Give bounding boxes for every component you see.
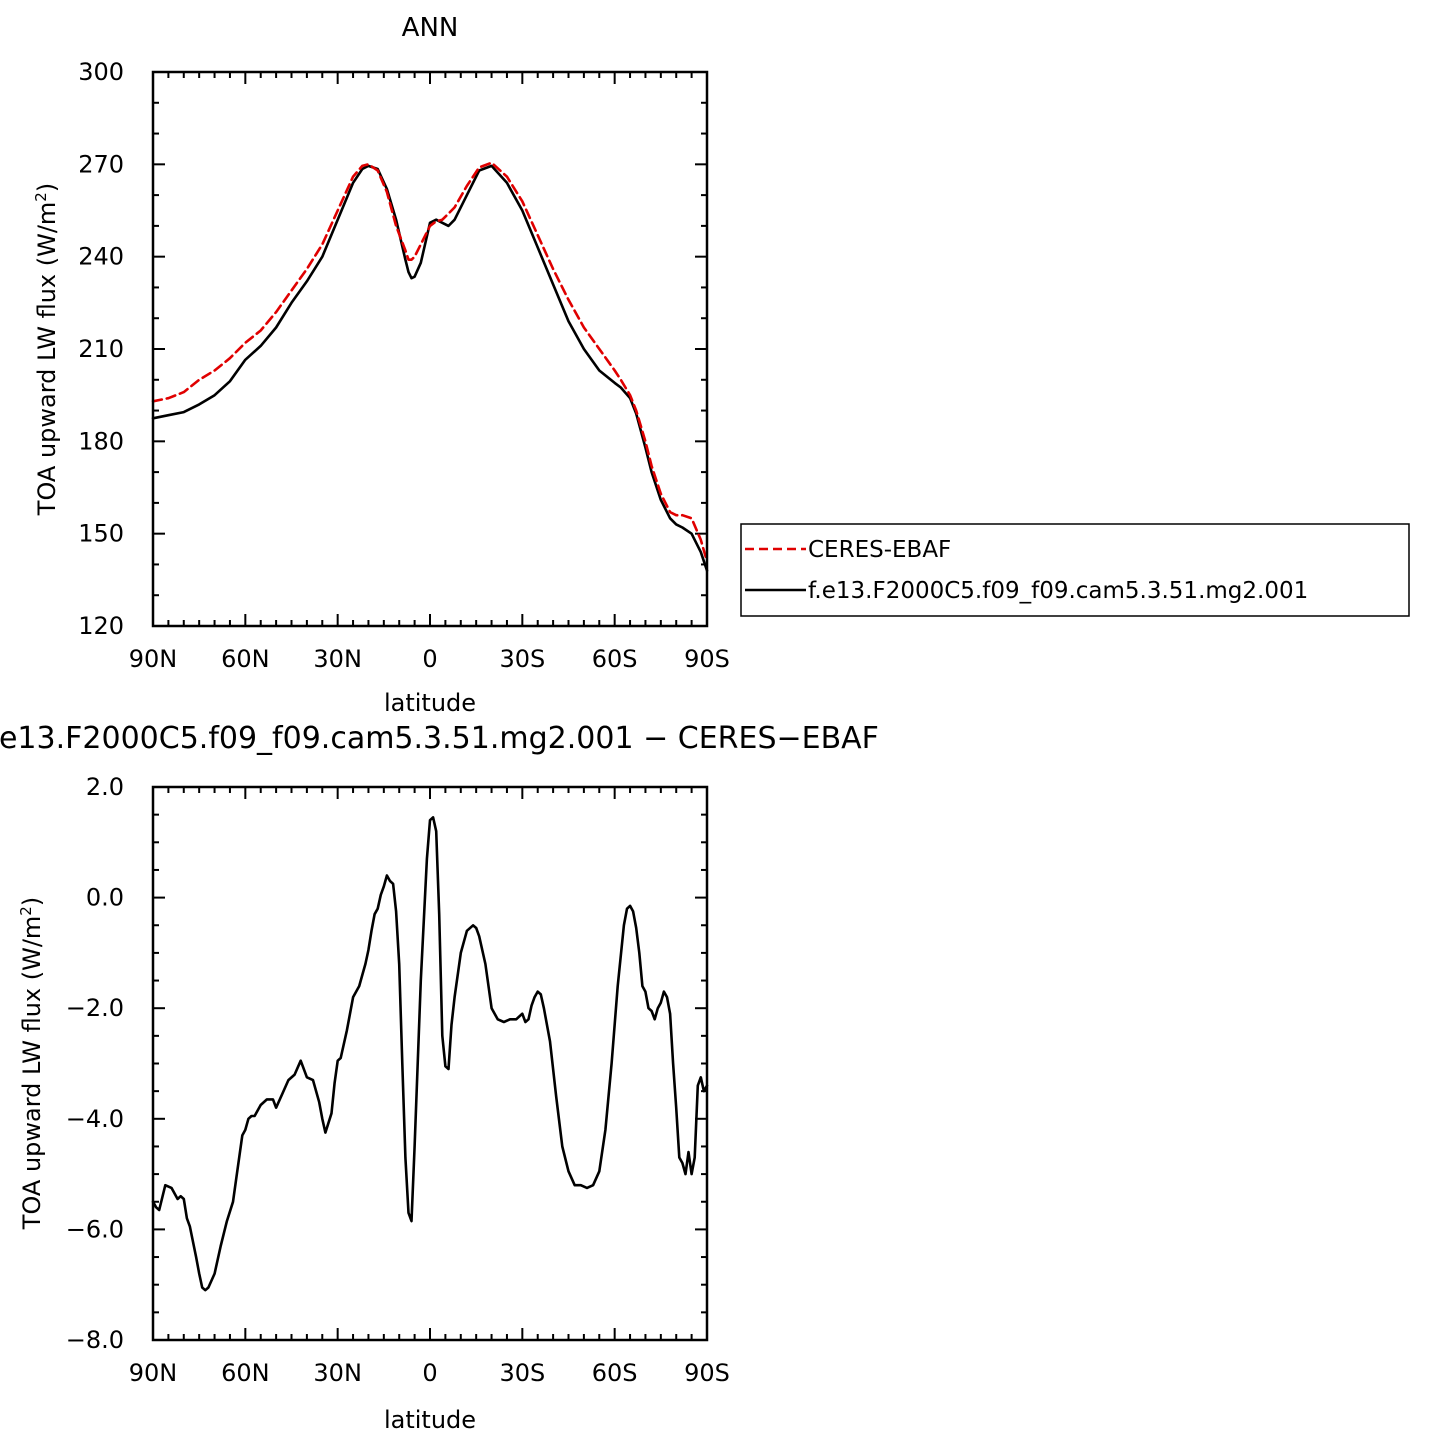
top-y-label-close: ) [33,183,61,192]
top-y-label-sup: 2 [32,192,50,202]
top-y-tick-label: 150 [78,520,124,548]
top-y-tick-label: 270 [78,150,124,178]
bottom-x-tick-label: 30N [313,1359,362,1387]
bottom-x-tick-label: 30S [499,1359,545,1387]
bottom-x-tick-label: 60N [221,1359,270,1387]
bottom-x-tick-label: 90N [129,1359,178,1387]
bottom-y-tick-label: −8.0 [66,1326,124,1354]
top-panel: ANN 90N 60N 30N 0 30S 60S 90S 120 150 180 210 240 27… [32,13,1410,717]
top-x-tick-label: 60N [221,645,270,673]
legend-label-ceres: CERES-EBAF [808,537,951,563]
bottom-y-label-sup: 2 [17,906,35,916]
bottom-y-label-close: ) [18,897,46,906]
bottom-x-tick-label: 0 [422,1359,437,1387]
legend-label-model: f.e13.F2000C5.f09_f09.cam5.3.51.mg2.001 [808,578,1308,604]
top-x-tick-label: 30N [313,645,362,673]
legend-box [740,523,1410,617]
top-x-tick-label: 30S [499,645,545,673]
bottom-y-tick-label: 2.0 [86,773,124,801]
bottom-y-tick-label: −6.0 [66,1215,124,1243]
top-x-axis-label: latitude [384,689,476,717]
bottom-series-group [151,816,709,1292]
bottom-y-axis-label: TOA upward LW flux (W/m2) [17,897,46,1230]
bottom-y-tick-label: 0.0 [86,884,124,912]
top-series-line-0 [151,161,709,563]
top-y-tick-label: 120 [78,612,124,640]
top-x-tick-label: 90N [129,645,178,673]
top-chart-title: ANN [402,13,459,43]
bottom-panel: f.e13.F2000C5.f09_f09.cam5.3.51.mg2.001 … [0,721,879,1434]
top-y-tick-label: 210 [78,335,124,363]
top-series-group [151,161,709,572]
top-x-tick-label: 0 [422,645,437,673]
bottom-series-line-0 [151,816,709,1292]
legend: CERES-EBAF f.e13.F2000C5.f09_f09.cam5.3.… [740,523,1410,617]
top-axes: 90N 60N 30N 0 30S 60S 90S 120 150 180 210 240 270 300 [78,58,730,673]
top-y-axis-label: TOA upward LW flux (W/m2) [32,183,61,516]
top-y-label-main: TOA upward LW flux (W/m [33,202,61,517]
top-plot-frame [151,70,709,628]
bottom-y-tick-label: −4.0 [66,1105,124,1133]
top-x-tick-label: 60S [592,645,638,673]
bottom-plot-frame [151,785,709,1342]
bottom-chart-title: f.e13.F2000C5.f09_f09.cam5.3.51.mg2.001 … [0,721,879,756]
bottom-y-label-main: TOA upward LW flux (W/m [18,916,46,1231]
top-y-tick-label: 300 [78,58,124,86]
top-y-tick-label: 240 [78,243,124,271]
bottom-x-tick-label: 60S [592,1359,638,1387]
top-x-tick-label: 90S [684,645,730,673]
bottom-axes: 90N 60N 30N 0 30S 60S 90S −8.0 −6.0 −4.0 −2.0 0.0 2.… [66,773,730,1387]
top-y-tick-label: 180 [78,427,124,455]
bottom-x-axis-label: latitude [384,1406,476,1434]
bottom-x-tick-label: 90S [684,1359,730,1387]
bottom-y-tick-label: −2.0 [66,994,124,1022]
